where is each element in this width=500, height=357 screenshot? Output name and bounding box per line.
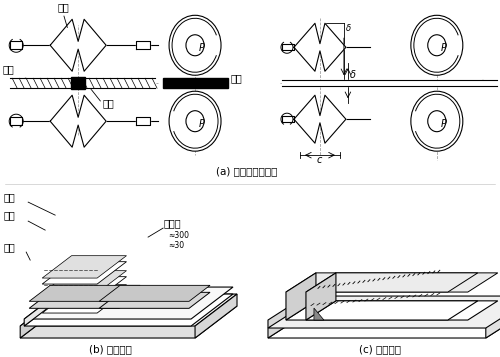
Polygon shape bbox=[286, 273, 316, 320]
Ellipse shape bbox=[169, 91, 221, 151]
Polygon shape bbox=[268, 296, 500, 328]
Ellipse shape bbox=[186, 111, 204, 132]
Text: P: P bbox=[441, 119, 446, 129]
Ellipse shape bbox=[411, 15, 463, 75]
Polygon shape bbox=[10, 41, 22, 49]
Polygon shape bbox=[29, 292, 140, 308]
Polygon shape bbox=[294, 95, 346, 143]
Polygon shape bbox=[99, 285, 210, 301]
Text: (b) 壓鐵輔助: (b) 壓鐵輔助 bbox=[88, 344, 132, 354]
Ellipse shape bbox=[411, 91, 463, 151]
Text: c: c bbox=[317, 155, 322, 165]
Text: 壓鐵: 壓鐵 bbox=[3, 192, 15, 202]
Polygon shape bbox=[42, 256, 126, 278]
Polygon shape bbox=[195, 294, 237, 338]
Polygon shape bbox=[50, 95, 106, 147]
Polygon shape bbox=[268, 288, 318, 338]
Text: (a) 輾壓及輥輪參數: (a) 輾壓及輥輪參數 bbox=[216, 166, 278, 176]
Polygon shape bbox=[163, 78, 228, 88]
Polygon shape bbox=[99, 292, 210, 308]
Polygon shape bbox=[136, 41, 150, 49]
Text: 輥輪: 輥輪 bbox=[58, 2, 69, 12]
Text: P: P bbox=[199, 43, 205, 53]
Polygon shape bbox=[24, 287, 66, 326]
Polygon shape bbox=[10, 117, 22, 125]
Polygon shape bbox=[42, 285, 126, 307]
Polygon shape bbox=[306, 273, 336, 320]
Polygon shape bbox=[282, 80, 497, 86]
Polygon shape bbox=[42, 262, 126, 284]
Text: 平台: 平台 bbox=[3, 242, 15, 252]
Polygon shape bbox=[42, 271, 126, 293]
Text: 焊縫: 焊縫 bbox=[102, 98, 114, 108]
Text: δ: δ bbox=[346, 24, 351, 33]
Polygon shape bbox=[486, 288, 500, 338]
Ellipse shape bbox=[186, 35, 204, 56]
Text: 焊件: 焊件 bbox=[3, 210, 15, 220]
Polygon shape bbox=[268, 306, 500, 338]
Text: 加壓: 加壓 bbox=[230, 73, 242, 83]
Polygon shape bbox=[71, 77, 85, 89]
Polygon shape bbox=[282, 44, 294, 50]
Polygon shape bbox=[314, 308, 324, 320]
Text: 定位焊: 定位焊 bbox=[163, 218, 180, 228]
Ellipse shape bbox=[428, 35, 446, 56]
Polygon shape bbox=[20, 306, 237, 338]
Polygon shape bbox=[306, 301, 478, 320]
Text: P: P bbox=[441, 43, 446, 53]
Polygon shape bbox=[24, 287, 233, 319]
Polygon shape bbox=[20, 294, 237, 326]
Text: P: P bbox=[199, 119, 205, 129]
Polygon shape bbox=[136, 117, 150, 125]
Polygon shape bbox=[306, 273, 478, 292]
Ellipse shape bbox=[428, 111, 446, 132]
Text: 鋼板: 鋼板 bbox=[2, 64, 14, 74]
Ellipse shape bbox=[169, 15, 221, 75]
Text: ≈300: ≈300 bbox=[168, 231, 189, 240]
Polygon shape bbox=[10, 78, 155, 88]
Polygon shape bbox=[42, 291, 126, 313]
Polygon shape bbox=[282, 116, 294, 122]
Text: (c) 角鋼輔助: (c) 角鋼輔助 bbox=[359, 344, 401, 354]
Polygon shape bbox=[286, 273, 498, 292]
Text: ≈30: ≈30 bbox=[168, 241, 184, 250]
Polygon shape bbox=[29, 285, 140, 301]
Polygon shape bbox=[20, 294, 62, 338]
Polygon shape bbox=[294, 23, 346, 71]
Polygon shape bbox=[42, 277, 126, 299]
Polygon shape bbox=[50, 19, 106, 71]
Polygon shape bbox=[286, 301, 498, 320]
Polygon shape bbox=[24, 294, 233, 326]
Text: δ: δ bbox=[350, 70, 356, 80]
